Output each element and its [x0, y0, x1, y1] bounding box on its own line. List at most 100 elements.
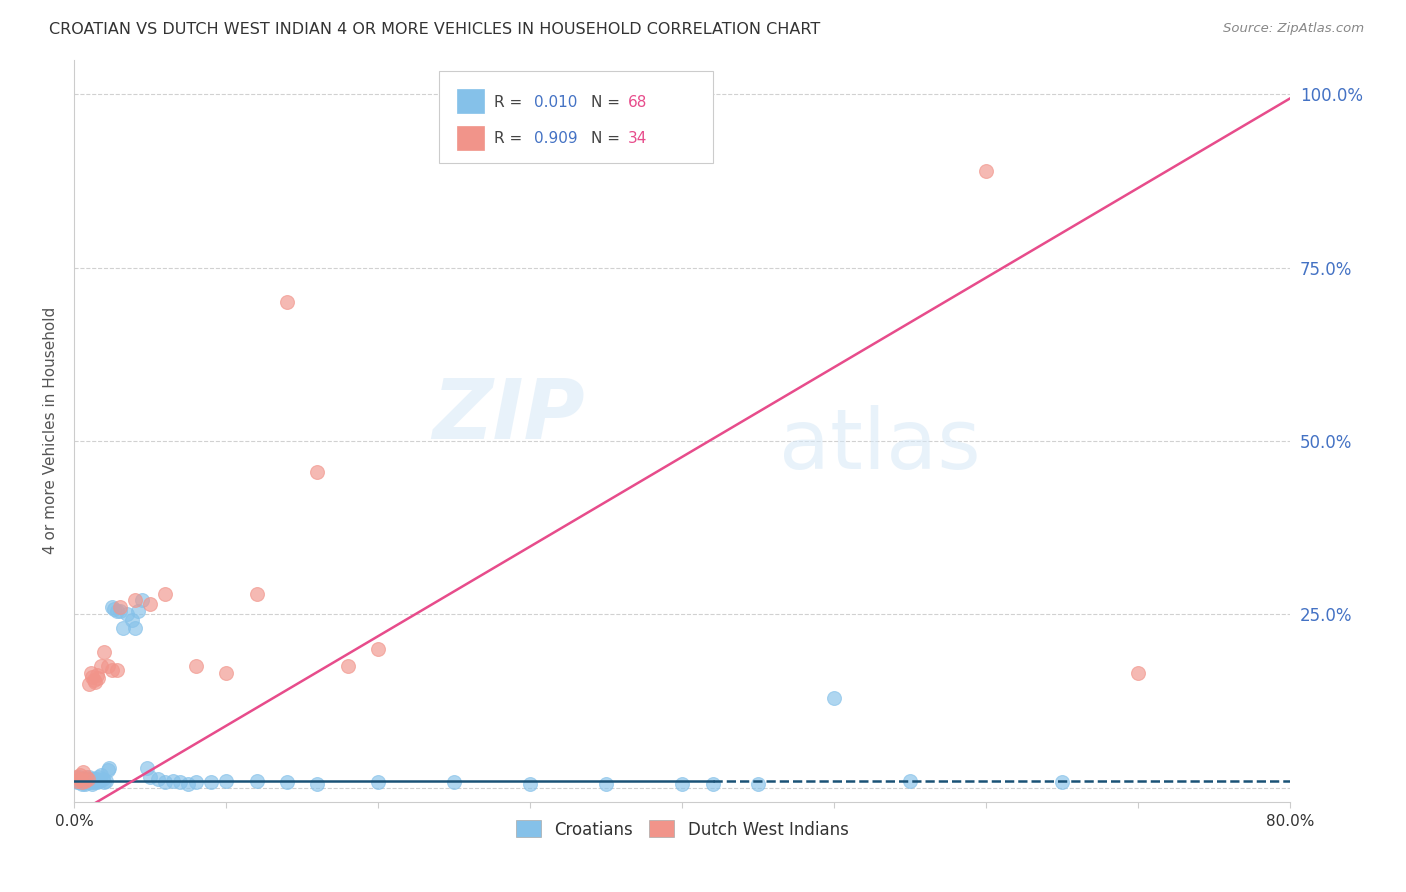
- Point: [72, 773, 94, 788]
- Point: [823, 690, 845, 705]
- Point: [93, 645, 115, 659]
- Point: [162, 773, 184, 788]
- Text: R =: R =: [494, 131, 527, 146]
- Point: [67, 772, 90, 787]
- Point: [69, 768, 91, 782]
- Point: [974, 163, 997, 178]
- Point: [124, 621, 146, 635]
- Point: [79, 773, 101, 788]
- Point: [75, 775, 97, 789]
- Point: [73, 777, 96, 791]
- Y-axis label: 4 or more Vehicles in Household: 4 or more Vehicles in Household: [44, 307, 58, 554]
- Point: [84, 675, 107, 690]
- Point: [67, 770, 90, 784]
- Point: [86, 668, 108, 682]
- Point: [75, 770, 97, 784]
- Point: [84, 773, 107, 788]
- Point: [747, 777, 769, 791]
- Point: [80, 775, 103, 789]
- Point: [367, 642, 389, 657]
- Point: [108, 600, 131, 615]
- Point: [103, 602, 125, 616]
- Point: [215, 773, 238, 788]
- Point: [105, 663, 128, 677]
- Point: [215, 666, 238, 681]
- Point: [177, 777, 200, 791]
- FancyBboxPatch shape: [439, 70, 713, 163]
- Point: [146, 772, 169, 787]
- Point: [79, 676, 101, 690]
- Legend: Croatians, Dutch West Indians: Croatians, Dutch West Indians: [509, 814, 855, 846]
- Point: [82, 773, 104, 788]
- Point: [127, 604, 149, 618]
- Point: [121, 613, 143, 627]
- Point: [87, 770, 110, 784]
- Point: [72, 775, 94, 789]
- Point: [124, 593, 146, 607]
- Point: [82, 670, 104, 684]
- Point: [69, 775, 91, 789]
- Point: [82, 776, 104, 790]
- Point: [898, 773, 921, 788]
- Point: [76, 772, 98, 787]
- Point: [245, 586, 267, 600]
- Point: [307, 465, 329, 479]
- Text: N =: N =: [591, 95, 624, 110]
- Point: [80, 666, 103, 681]
- Text: atlas: atlas: [779, 405, 981, 486]
- Point: [169, 775, 191, 789]
- Point: [336, 659, 359, 673]
- Point: [90, 659, 112, 673]
- Point: [79, 770, 101, 784]
- Point: [94, 773, 117, 788]
- Point: [75, 773, 97, 788]
- Point: [66, 773, 89, 788]
- Point: [307, 777, 329, 791]
- Point: [200, 775, 222, 789]
- Point: [1050, 775, 1073, 789]
- Point: [66, 775, 89, 789]
- Point: [139, 770, 162, 784]
- Text: 0.909: 0.909: [534, 131, 578, 146]
- Point: [73, 773, 96, 788]
- Point: [65, 773, 87, 788]
- Point: [111, 621, 134, 635]
- Point: [276, 295, 298, 310]
- Point: [96, 659, 118, 673]
- Point: [80, 772, 103, 787]
- Point: [101, 600, 124, 615]
- Point: [117, 607, 139, 622]
- FancyBboxPatch shape: [457, 89, 484, 113]
- Point: [90, 768, 112, 782]
- Point: [184, 775, 207, 789]
- Point: [89, 773, 111, 788]
- Point: [93, 775, 115, 789]
- Point: [87, 671, 110, 685]
- Point: [70, 775, 93, 789]
- Point: [595, 777, 617, 791]
- Point: [91, 772, 114, 787]
- Point: [70, 776, 93, 790]
- Text: R =: R =: [494, 95, 527, 110]
- Text: 34: 34: [627, 131, 647, 146]
- Point: [83, 673, 105, 688]
- Text: Source: ZipAtlas.com: Source: ZipAtlas.com: [1223, 22, 1364, 36]
- Point: [276, 775, 298, 789]
- Point: [105, 604, 128, 618]
- Point: [70, 772, 93, 787]
- Point: [101, 663, 124, 677]
- Point: [86, 775, 108, 789]
- Point: [671, 777, 693, 791]
- Point: [136, 761, 159, 775]
- Point: [69, 773, 91, 788]
- Point: [65, 770, 87, 784]
- Point: [76, 772, 98, 787]
- Point: [86, 772, 108, 787]
- Point: [98, 761, 121, 775]
- Point: [72, 765, 94, 780]
- Text: ZIP: ZIP: [432, 376, 585, 456]
- Point: [519, 777, 541, 791]
- Point: [367, 775, 389, 789]
- Point: [96, 764, 118, 778]
- Point: [76, 775, 98, 789]
